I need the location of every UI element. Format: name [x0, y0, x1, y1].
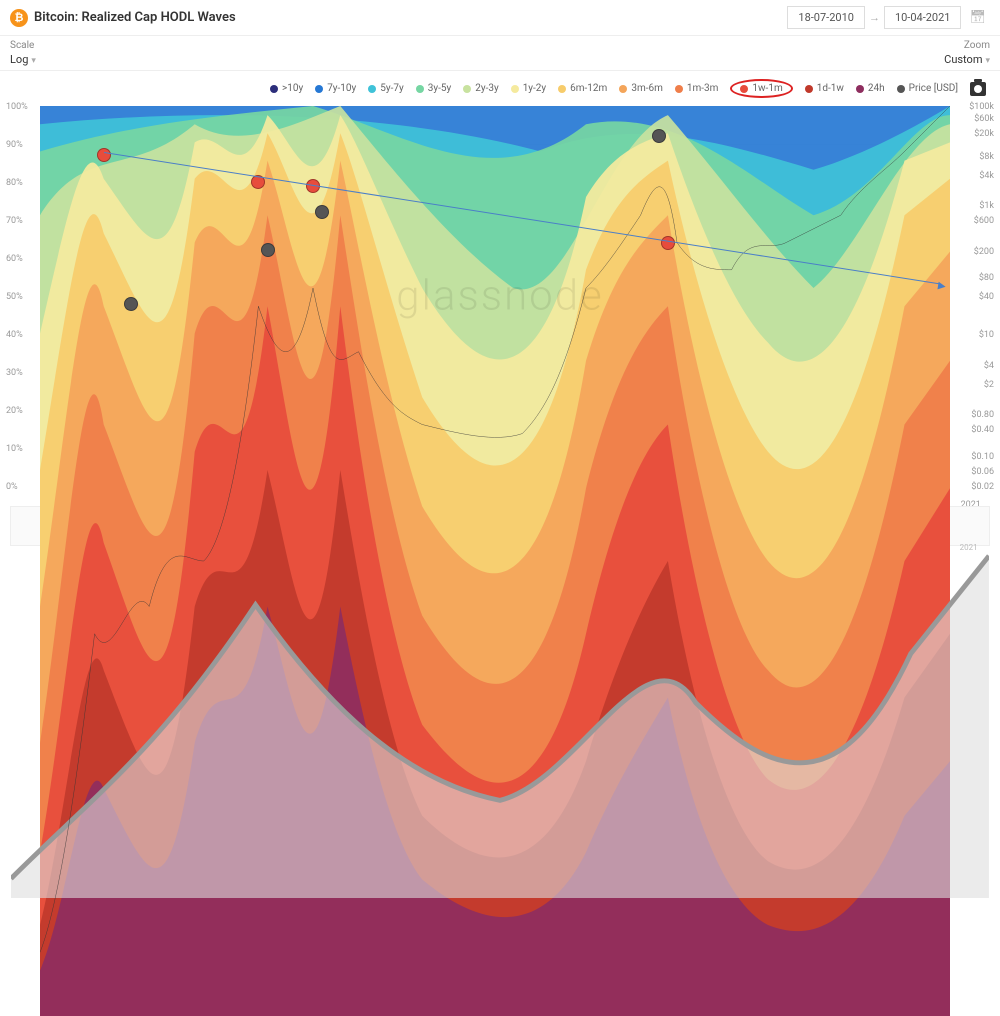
y-right-tick: $600 [974, 216, 994, 226]
y-left-tick: 60% [6, 254, 23, 264]
y-left-tick: 40% [6, 330, 23, 340]
y-left-tick: 0% [6, 482, 18, 492]
y-right-tick: $60k [974, 114, 994, 124]
legend-item[interactable]: 2y-3y [463, 83, 498, 94]
y-right-tick: $0.40 [971, 425, 994, 435]
title-group: ₿ Bitcoin: Realized Cap HODL Waves [10, 9, 236, 27]
legend-item[interactable]: >10y [270, 83, 303, 94]
legend-dot [270, 85, 278, 93]
date-range-picker[interactable]: 18-07-2010 → 10-04-2021 📅︎ [787, 6, 990, 29]
legend-label: 3y-5y [428, 83, 451, 94]
y-right-tick: $0.06 [971, 467, 994, 477]
legend-label: 2y-3y [475, 83, 498, 94]
scale-select[interactable]: Scale Log▾ [10, 40, 36, 66]
y-left-tick: 70% [6, 216, 23, 226]
y-left-tick: 90% [6, 140, 23, 150]
chart-marker [261, 243, 275, 257]
legend-label: 24h [868, 83, 885, 94]
chart-marker [652, 129, 666, 143]
legend-item[interactable]: 1y-2y [511, 83, 546, 94]
chart-marker [315, 205, 329, 219]
price-line [40, 106, 950, 952]
legend-label: Price [USD] [909, 83, 958, 94]
legend-label: 1d-1w [817, 83, 844, 94]
plot-region[interactable]: ▶ [40, 106, 950, 486]
chevron-down-icon: ▾ [985, 56, 990, 66]
arrow-right-icon: → [869, 11, 880, 24]
legend-dot [511, 85, 519, 93]
legend-item[interactable]: 5y-7y [368, 83, 403, 94]
legend-label: 1m-3m [687, 83, 719, 94]
zoom-select[interactable]: Zoom Custom▾ [944, 40, 990, 66]
legend-label: 1w-1m [752, 83, 782, 94]
legend-item[interactable]: 1w-1m [730, 79, 792, 98]
bitcoin-icon: ₿ [10, 9, 28, 27]
legend-label: 1y-2y [523, 83, 546, 94]
y-right-tick: $10 [979, 330, 994, 340]
legend-dot [368, 85, 376, 93]
legend-label: 3m-6m [631, 83, 663, 94]
legend-dot [416, 85, 424, 93]
y-left-tick: 50% [6, 292, 23, 302]
y-right-tick: $100k [969, 102, 994, 112]
legend-item[interactable]: 3y-5y [416, 83, 451, 94]
y-right-tick: $4 [984, 361, 994, 371]
header-bar: ₿ Bitcoin: Realized Cap HODL Waves 18-07… [0, 0, 1000, 36]
calendar-icon[interactable]: 📅︎ [965, 10, 990, 25]
legend-label: >10y [282, 83, 303, 94]
legend-item[interactable]: 24h [856, 83, 885, 94]
price-line-svg [40, 106, 950, 1016]
chart-area[interactable]: glassnode 0%10%20%30%40%50%60%70%80%90%1… [10, 106, 990, 486]
legend-item[interactable]: 3m-6m [619, 83, 663, 94]
y-right-tick: $1k [979, 201, 994, 211]
legend-item[interactable]: 6m-12m [558, 83, 607, 94]
y-left-tick: 10% [6, 444, 23, 454]
y-right-tick: $8k [979, 152, 994, 162]
legend-item[interactable]: Price [USD] [897, 83, 958, 94]
legend-item[interactable]: 7y-10y [315, 83, 356, 94]
legend-item[interactable]: 1d-1w [805, 83, 844, 94]
legend-dot [619, 85, 627, 93]
y-right-tick: $80 [979, 273, 994, 283]
y-left-tick: 20% [6, 406, 23, 416]
chart-marker [97, 148, 111, 162]
chevron-down-icon: ▾ [31, 56, 36, 66]
zoom-value: Custom [944, 53, 982, 66]
y-right-tick: $0.80 [971, 410, 994, 420]
controls-bar: Scale Log▾ Zoom Custom▾ [0, 36, 1000, 71]
chart-marker [661, 236, 675, 250]
legend-label: 7y-10y [327, 83, 356, 94]
chart-title: Bitcoin: Realized Cap HODL Waves [34, 10, 236, 25]
legend-dot [897, 85, 905, 93]
legend-label: 5y-7y [380, 83, 403, 94]
y-right-tick: $200 [974, 247, 994, 257]
legend-dot [856, 85, 864, 93]
scale-label: Scale [10, 40, 36, 51]
legend-label: 6m-12m [570, 83, 607, 94]
legend-item[interactable]: 1m-3m [675, 83, 719, 94]
legend-dot [740, 85, 748, 93]
y-right-tick: $2 [984, 380, 994, 390]
y-right-tick: $40 [979, 292, 994, 302]
y-right-tick: $0.10 [971, 452, 994, 462]
legend-dot [558, 85, 566, 93]
y-right-tick: $20k [974, 129, 994, 139]
chart-marker [124, 297, 138, 311]
y-left-tick: 80% [6, 178, 23, 188]
arrow-icon: ▶ [937, 280, 946, 292]
zoom-label: Zoom [944, 40, 990, 51]
date-from-input[interactable]: 18-07-2010 [787, 6, 865, 29]
legend: >10y 7y-10y 5y-7y 3y-5y 2y-3y 1y-2y 6m-12m 3m-6… [0, 71, 1000, 106]
camera-icon[interactable] [970, 82, 986, 96]
scale-value: Log [10, 53, 28, 66]
legend-dot [805, 85, 813, 93]
y-right-tick: $0.02 [971, 482, 994, 492]
y-left-tick: 30% [6, 368, 23, 378]
legend-dot [463, 85, 471, 93]
legend-dot [675, 85, 683, 93]
y-left-tick: 100% [6, 102, 28, 112]
y-right-tick: $4k [979, 171, 994, 181]
legend-dot [315, 85, 323, 93]
date-to-input[interactable]: 10-04-2021 [884, 6, 962, 29]
